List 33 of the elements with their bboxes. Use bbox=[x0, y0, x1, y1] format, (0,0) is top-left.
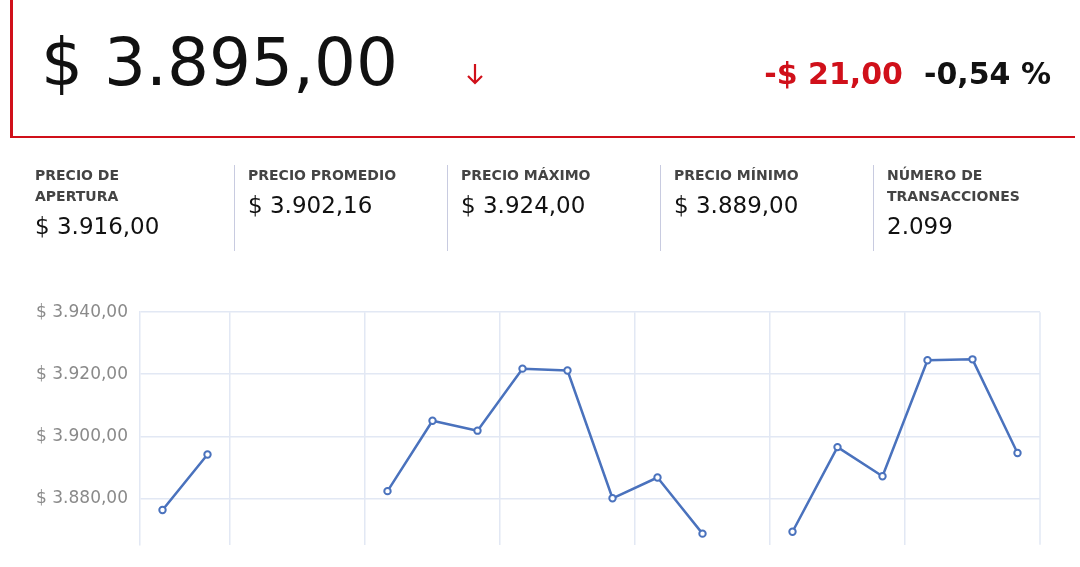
point bbox=[563, 366, 572, 375]
point bbox=[473, 426, 482, 435]
point bbox=[878, 472, 887, 481]
y-tick-label: $ 3.900,00 bbox=[36, 424, 128, 445]
point bbox=[788, 527, 797, 536]
text: $ 3.924,00 bbox=[461, 192, 587, 218]
point bbox=[428, 416, 437, 425]
text: $ 3.916,00 bbox=[35, 213, 161, 239]
point bbox=[203, 450, 212, 459]
point bbox=[518, 364, 527, 373]
y-tick-label: $ 3.940,00 bbox=[36, 300, 128, 321]
text: PRECIO MÁXIMO bbox=[461, 166, 592, 185]
point bbox=[158, 505, 167, 515]
text: PRECIO DE APERTURA bbox=[35, 166, 121, 206]
text: $ 3.895,00 bbox=[41, 24, 398, 101]
text: $ 3.902,16 bbox=[248, 192, 374, 218]
text: -0,54 % bbox=[924, 56, 1051, 91]
point bbox=[923, 356, 932, 365]
point bbox=[383, 486, 392, 496]
text: -$ 21,00 bbox=[764, 56, 903, 91]
point bbox=[698, 529, 707, 538]
point bbox=[608, 494, 617, 503]
y-tick-label: $ 3.920,00 bbox=[36, 362, 128, 383]
point bbox=[833, 442, 842, 452]
text: 2.099 bbox=[887, 213, 954, 239]
text: NÚMERO DE TRANSACCIONES bbox=[887, 165, 1021, 206]
text: PRECIO PROMEDIO bbox=[248, 166, 398, 185]
text: $ 3.889,00 bbox=[674, 192, 800, 218]
point bbox=[653, 473, 662, 482]
text: PRECIO MÍNIMO bbox=[674, 166, 800, 185]
point bbox=[968, 355, 977, 364]
point bbox=[1013, 448, 1022, 458]
y-tick-label: $ 3.880,00 bbox=[36, 486, 128, 507]
